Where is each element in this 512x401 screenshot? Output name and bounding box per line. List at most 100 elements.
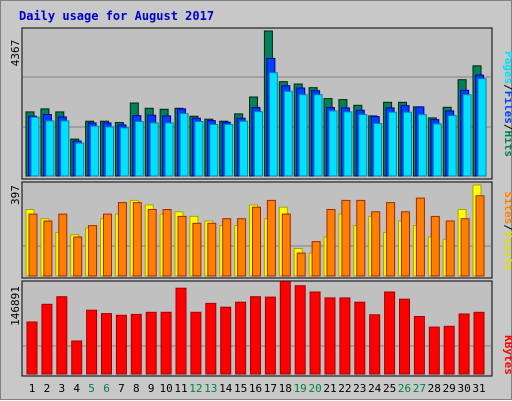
bar-sites [311,241,321,277]
bar-sites [296,252,306,277]
x-tick-label: 1 [29,382,36,395]
x-tick-label: 26 [398,382,411,395]
x-tick-label: 22 [338,382,351,395]
x-tick-label: 9 [148,382,155,395]
x-tick-label: 3 [58,382,65,395]
bar-sites [460,218,470,277]
x-tick-label: 14 [219,382,233,395]
bar-pages [254,111,263,177]
bar-kbytes [354,301,366,375]
bar-pages [194,121,204,177]
chart-title: Daily usage for August 2017 [19,9,214,23]
bar-sites [103,213,112,277]
legend-entry: / [502,84,512,91]
bar-sites [237,218,247,277]
bar-kbytes [458,313,470,375]
x-tick-label: 8 [133,382,140,395]
bar-sites [475,195,485,277]
bar-kbytes [399,298,410,375]
bar-sites [371,211,381,277]
bar-pages [149,122,159,177]
bar-pages [179,113,189,177]
bar-sites [58,213,68,277]
x-tick-label: 27 [413,382,426,395]
bar-sites [162,209,172,277]
bar-kbytes [428,326,440,375]
bar-pages [30,116,40,177]
x-tick-label: 5 [88,382,95,395]
bar-kbytes [413,316,425,375]
bar-kbytes [443,325,455,375]
bar-kbytes [26,321,38,375]
bar-kbytes [264,296,276,375]
bar-pages [268,72,278,177]
bar-pages [328,110,338,177]
bar-sites [430,215,440,277]
bar-sites [415,197,425,277]
bar-pages [403,111,412,177]
bar-sites [28,213,38,277]
bar-kbytes [250,296,261,375]
bar-kbytes [235,301,247,375]
x-tick-label: 31 [472,382,485,395]
bar-kbytes [190,311,202,375]
legend-entry: Hits [502,131,512,158]
bar-sites [73,236,83,277]
bar-sites [401,211,410,277]
bar-pages [90,125,100,177]
bar-pages [134,121,144,177]
bars [25,30,487,375]
ymax-label-kbytes: 146891 [9,286,22,326]
bar-pages [477,78,487,177]
bar-pages [313,94,323,177]
x-tick-label: 4 [73,382,80,395]
bar-pages [209,124,219,177]
bar-kbytes [56,296,68,375]
x-tick-label: 20 [308,382,321,395]
bar-kbytes [294,285,306,375]
bar-pages [239,120,249,177]
bar-pages [75,142,85,177]
bar-sites [117,202,127,277]
x-tick-label: 28 [428,382,441,395]
x-tick-label: 7 [118,382,125,395]
legend-entry: Pages [502,51,512,84]
bar-sites [386,202,396,277]
bar-kbytes [71,340,83,375]
bar-sites [281,213,291,277]
bar-sites [222,218,232,277]
bar-pages [105,126,114,177]
legend-sites-visits: Sites/Visits [502,191,512,271]
x-tick-label: 25 [383,382,396,395]
bar-pages [358,114,368,177]
x-tick-label: 13 [204,382,217,395]
bar-sites [341,199,351,277]
bar-sites [445,220,455,277]
x-tick-label: 21 [323,382,336,395]
bar-pages [462,94,472,177]
bar-sites [88,225,98,277]
x-tick-label: 23 [353,382,366,395]
bar-sites [43,220,53,277]
bar-pages [343,111,353,177]
x-tick-label: 19 [294,382,307,395]
x-tick-label: 29 [443,382,456,395]
bar-pages [283,90,293,177]
x-tick-label: 2 [44,382,51,395]
bar-sites [207,222,217,277]
legend-entry: / [502,224,512,231]
bar-pages [373,123,383,177]
bar-kbytes [145,311,157,375]
bar-pages [447,115,457,177]
ymax-label-sites: 397 [9,185,22,205]
bar-kbytes [473,311,485,375]
bar-pages [417,114,427,177]
bar-kbytes [130,313,142,375]
bar-kbytes [86,309,98,375]
legend-entry: Visits [502,231,512,271]
legend-entry: KBytes [502,335,512,375]
legend-entry: / [502,124,512,131]
bar-kbytes [160,311,172,375]
x-tick-label: 11 [174,382,187,395]
